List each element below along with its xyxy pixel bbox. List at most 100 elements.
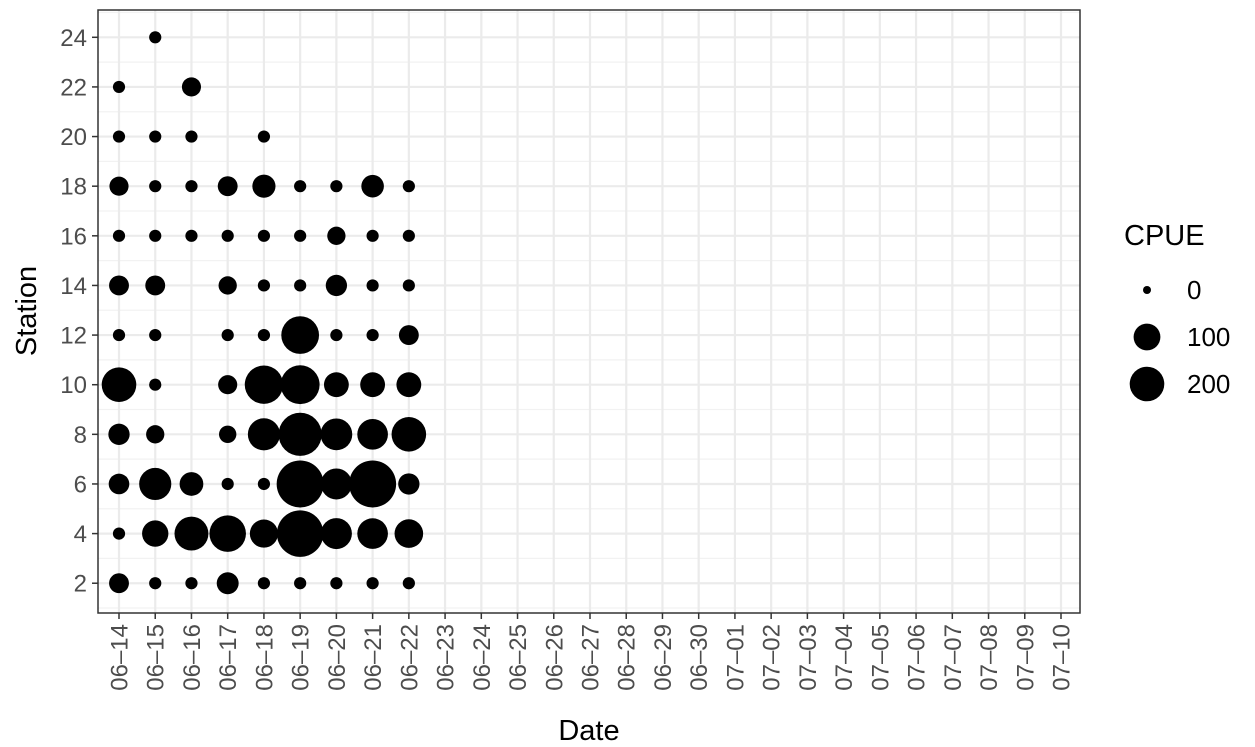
data-point [252, 174, 276, 198]
data-point [218, 375, 238, 395]
x-tick-label: 06–19 [288, 624, 315, 691]
data-point [109, 573, 129, 594]
x-tick-label: 06–14 [107, 624, 134, 691]
data-point [216, 572, 239, 595]
data-point [244, 365, 284, 404]
y-tick-label: 16 [60, 223, 87, 250]
y-tick-label: 24 [60, 25, 87, 52]
x-tick-label: 06–20 [324, 624, 351, 691]
data-point [146, 425, 165, 444]
plot-panel [97, 9, 1081, 614]
x-tick-label: 06–21 [360, 624, 387, 691]
data-point [149, 378, 162, 391]
x-tick-label: 06–24 [469, 624, 496, 691]
data-point [221, 477, 234, 491]
panel-border [97, 9, 1081, 614]
x-tick-label: 07–02 [759, 624, 786, 691]
data-point [112, 229, 126, 242]
data-point [398, 473, 420, 495]
y-tick-label: 20 [60, 124, 87, 151]
data-point [278, 412, 322, 456]
data-point [366, 328, 379, 342]
data-point [398, 325, 419, 346]
x-tick-label: 07–03 [795, 624, 822, 691]
data-point [402, 180, 415, 193]
data-point [101, 367, 137, 402]
data-point [109, 275, 129, 296]
legend-title: CPUE [1124, 220, 1205, 252]
x-tick-label: 07–06 [904, 624, 931, 691]
y-tick-label: 6 [74, 471, 87, 498]
x-tick-label: 06–25 [505, 624, 532, 691]
data-point [142, 520, 169, 547]
data-point [357, 518, 388, 549]
data-point [108, 473, 130, 495]
x-tick-label: 07–10 [1049, 624, 1076, 691]
data-point [330, 577, 343, 590]
data-point [366, 577, 379, 590]
x-tick-label: 07–05 [867, 624, 894, 691]
data-point [294, 577, 307, 590]
legend-label: 0 [1187, 275, 1201, 305]
data-point [366, 279, 379, 292]
y-tick-label: 12 [60, 323, 87, 350]
y-tick-label: 14 [60, 273, 87, 300]
data-point [149, 328, 162, 342]
y-tick-label: 22 [60, 74, 87, 101]
data-point [174, 516, 209, 551]
data-point [221, 229, 234, 242]
data-point [185, 180, 198, 193]
data-point [149, 130, 162, 143]
x-tick-label: 06–27 [578, 624, 605, 691]
data-point [320, 468, 352, 500]
y-tick-label: 8 [74, 422, 87, 449]
data-point [366, 229, 379, 242]
data-point [149, 577, 162, 590]
data-point [218, 425, 237, 444]
data-point [257, 279, 271, 292]
x-tick-label: 06–29 [650, 624, 677, 691]
data-point [149, 31, 162, 44]
data-point [323, 372, 349, 398]
data-point [257, 229, 271, 242]
data-point [257, 130, 271, 143]
data-point [185, 577, 198, 590]
data-point [112, 80, 126, 94]
data-point [294, 180, 307, 193]
data-point [280, 365, 320, 405]
y-tick-label: 10 [60, 372, 87, 399]
data-point [257, 328, 271, 342]
data-point [109, 176, 129, 196]
size-legend: CPUE 0 100 200 [1124, 220, 1230, 402]
x-tick-label: 07–07 [940, 624, 967, 691]
data-point [360, 372, 386, 398]
data-point [320, 418, 353, 451]
data-point [218, 276, 237, 295]
data-point [396, 372, 422, 398]
x-tick-label: 06–22 [396, 624, 423, 691]
x-tick-label: 06–15 [143, 624, 170, 691]
data-point [357, 419, 388, 450]
data-point [108, 423, 130, 445]
data-point [209, 515, 246, 552]
x-tick-label: 07–08 [976, 624, 1003, 691]
y-axis-title: Station [11, 266, 43, 356]
data-point [149, 229, 162, 242]
legend-label: 100 [1187, 322, 1230, 352]
x-tick-label: 07–01 [722, 624, 749, 691]
legend-key [1143, 286, 1151, 294]
x-tick-label: 07–09 [1012, 624, 1039, 691]
data-point [349, 460, 397, 508]
data-point [257, 577, 271, 590]
data-point [181, 77, 202, 97]
data-point [294, 279, 307, 292]
data-point [276, 510, 324, 557]
y-tick-label: 2 [74, 571, 87, 598]
data-point [402, 229, 415, 242]
data-point [149, 180, 162, 193]
data-point [217, 176, 238, 197]
x-axis-title: Date [558, 715, 619, 747]
legend-key [1129, 366, 1165, 402]
